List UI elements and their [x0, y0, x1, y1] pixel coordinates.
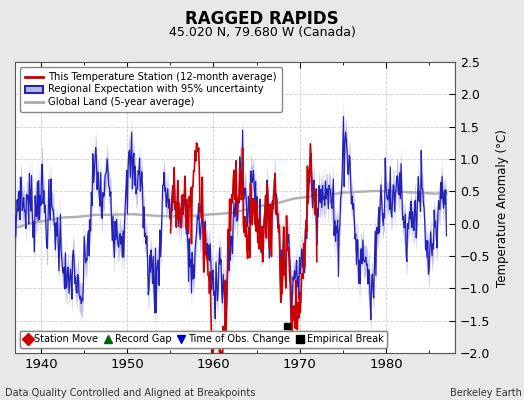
Text: 45.020 N, 79.680 W (Canada): 45.020 N, 79.680 W (Canada) [169, 26, 355, 39]
Y-axis label: Temperature Anomaly (°C): Temperature Anomaly (°C) [496, 129, 509, 286]
Legend: Station Move, Record Gap, Time of Obs. Change, Empirical Break: Station Move, Record Gap, Time of Obs. C… [20, 330, 387, 348]
Text: Data Quality Controlled and Aligned at Breakpoints: Data Quality Controlled and Aligned at B… [5, 388, 256, 398]
Text: RAGGED RAPIDS: RAGGED RAPIDS [185, 10, 339, 28]
Text: Berkeley Earth: Berkeley Earth [450, 388, 521, 398]
